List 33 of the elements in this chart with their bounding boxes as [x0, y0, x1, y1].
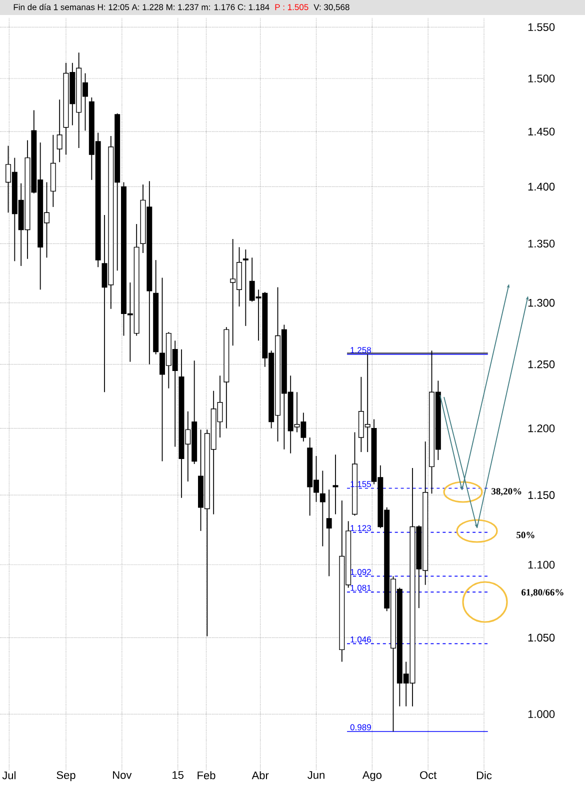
x-tick-label: Ago — [362, 771, 382, 782]
text: V: 30,568 — [314, 4, 350, 12]
y-tick-label: 1.500 — [528, 74, 555, 82]
y-tick-label: 1.300 — [528, 298, 555, 307]
ref-line-label: 1.081 — [350, 584, 371, 591]
ref-line-label: 1.046 — [350, 636, 371, 642]
chart-subtitle: P : 1.505 — [275, 4, 308, 10]
x-tick-label: 15 — [172, 771, 184, 779]
y-tick-label: 1.100 — [528, 560, 555, 569]
y-tick-label: 1.550 — [528, 23, 555, 32]
y-tick-label: 1.350 — [528, 240, 555, 248]
text: 50% — [516, 532, 534, 538]
y-tick-label: 1.200 — [528, 424, 555, 432]
text: 61,80/66% — [522, 589, 564, 597]
ref-line-label: 1.258 — [350, 347, 371, 354]
x-tick-label: Feb — [198, 771, 216, 780]
x-tick-label: Oct — [420, 771, 437, 779]
y-tick-label: 1.150 — [528, 491, 555, 499]
chart-title: Fin de día 1 semanas H: 12:05 A: 1.228 M: 1.237 m: 1.176 C: 1.184 — [14, 4, 270, 10]
x-tick-label: Dic — [476, 771, 492, 780]
y-tick-label: 1.050 — [528, 634, 555, 642]
ref-line-label: 1.123 — [350, 525, 371, 532]
y-tick-label: 1.450 — [528, 128, 555, 136]
y-tick-label: 1.250 — [528, 360, 555, 368]
x-tick-label: Jun — [308, 771, 324, 779]
x-tick-label: Abr — [252, 771, 269, 780]
x-tick-label: Jul — [2, 771, 16, 780]
y-tick-label: 1.000 — [528, 710, 555, 718]
x-tick-label: Nov — [113, 771, 132, 779]
y-tick-label: 1.400 — [528, 182, 555, 191]
text: 38,20% — [492, 488, 522, 496]
x-tick-label: Sep — [56, 771, 76, 782]
ref-line-label: 0.989 — [350, 724, 371, 730]
